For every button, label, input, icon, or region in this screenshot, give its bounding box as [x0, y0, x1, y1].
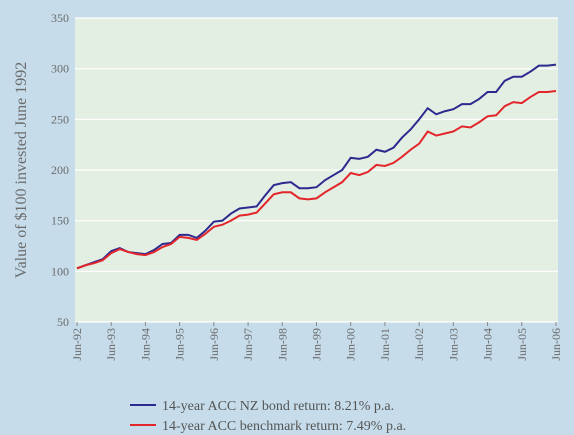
x-tick-label: Jun-06	[549, 328, 563, 361]
y-tick-label: 50	[57, 315, 69, 329]
series-line	[76, 63, 557, 270]
x-tick-label: Jun-03	[446, 328, 460, 361]
x-tick-label: Jun-97	[241, 328, 255, 361]
y-tick-label: 350	[51, 11, 69, 25]
x-tick-label: Jun-98	[275, 328, 289, 361]
series-line	[76, 89, 557, 270]
legend-label: 14-year ACC benchmark return: 7.49% p.a.	[162, 419, 406, 434]
x-tick-label: Jun-94	[138, 328, 152, 361]
y-tick-label: 150	[51, 214, 69, 228]
x-tick-label: Jun-05	[515, 328, 529, 361]
y-tick-label: 300	[51, 62, 69, 76]
y-tick-label: 100	[51, 264, 69, 278]
legend-label: 14-year ACC NZ bond return: 8.21% p.a.	[162, 399, 394, 414]
y-tick-label: 250	[51, 112, 69, 126]
x-tick-label: Jun-96	[207, 328, 221, 361]
x-tick-label: Jun-99	[310, 328, 324, 361]
x-tick-label: Jun-93	[104, 328, 118, 361]
x-tick-label: Jun-95	[173, 328, 187, 361]
x-tick-label: Jun-00	[344, 328, 358, 361]
y-tick-label: 200	[51, 163, 69, 177]
x-tick-label: Jun-02	[412, 328, 426, 361]
y-axis-label: Value of $100 invested June 1992	[13, 62, 30, 278]
x-tick-label: Jun-01	[378, 328, 392, 361]
legend: 14-year ACC NZ bond return: 8.21% p.a. 14…	[130, 399, 406, 434]
x-tick-label: Jun-04	[481, 328, 495, 361]
x-tick-label: Jun-92	[70, 328, 84, 361]
